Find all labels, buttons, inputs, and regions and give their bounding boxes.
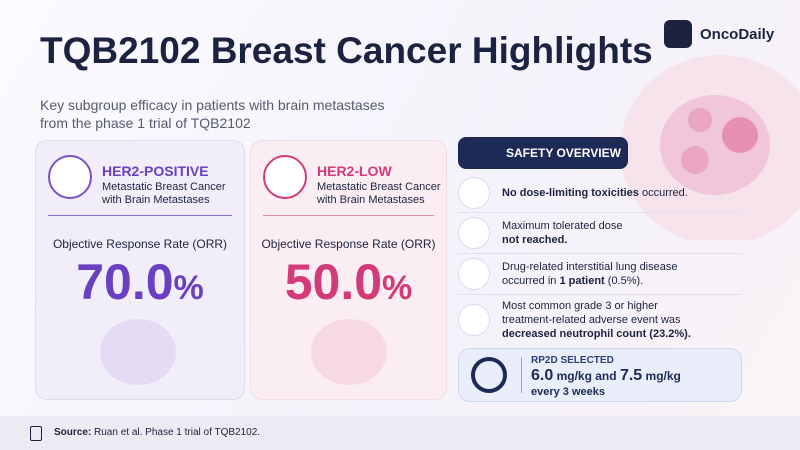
safety-item: Maximum tolerated dose not reached. [458, 215, 742, 251]
source: Source: Ruan et al. Phase 1 trial of TQB… [54, 427, 260, 438]
subtitle-line: Key subgroup efficacy in patients with b… [40, 97, 385, 113]
brand-name: OncoDaily [700, 26, 775, 43]
description-line: Metastatic Breast Cancer [317, 181, 441, 193]
shield-icon [458, 177, 490, 209]
footer: Source: Ruan et al. Phase 1 trial of TQB… [0, 416, 800, 450]
safety-item: Drug-related interstitial lung disease oc… [458, 256, 742, 292]
value: 50.0 [284, 254, 383, 310]
item-line: Most common grade 3 or higher [502, 300, 658, 312]
description-line: with Brain Metastases [102, 194, 210, 206]
divider [521, 357, 522, 393]
antibody-icon [48, 155, 92, 199]
item-line: decreased neutrophil count (23.2%). [502, 328, 691, 340]
separator [458, 294, 742, 295]
separator [458, 212, 742, 213]
cell-icon [458, 304, 490, 336]
text: occurred. [638, 187, 688, 199]
rp2d-schedule: every 3 weeks [531, 386, 606, 398]
safety-item: No dose-limiting toxicities occurred. [458, 176, 742, 210]
brain-icon [311, 319, 387, 385]
text-bold: No dose-limiting toxicities [502, 187, 639, 199]
subtitle: Key subgroup efficacy in patients with b… [40, 96, 384, 132]
dose-value: 7.5 [619, 367, 643, 384]
item-line: Maximum tolerated dose [502, 220, 623, 232]
card-her2-low: HER2-LOW Metastatic Breast Cancer with Br… [250, 140, 447, 400]
unit: % [173, 269, 204, 307]
title: TQB2102 Breast Cancer Highlights [40, 30, 653, 71]
lung-icon [458, 258, 490, 290]
text: occurred in [502, 275, 560, 287]
separator [458, 253, 742, 254]
divider [263, 215, 434, 216]
item-line: Drug-related interstitial lung disease [502, 261, 678, 273]
chart-icon [458, 217, 490, 249]
item-line: treatment-related adverse event was [502, 314, 681, 326]
description-line: with Brain Metastases [317, 194, 425, 206]
text: mg/kg and [553, 369, 620, 383]
text: (0.5%). [604, 275, 644, 287]
metric-value: 50.0% [251, 253, 446, 311]
rp2d-title: RP2D SELECTED [531, 355, 614, 366]
safety-header: SAFETY OVERVIEW [458, 137, 628, 169]
brand-logo [664, 20, 692, 48]
metric-value: 70.0% [36, 253, 244, 311]
breast-illustration [620, 55, 800, 240]
metric-label: Objective Response Rate (ORR) [52, 237, 228, 251]
brain-icon [100, 319, 176, 385]
safety-item: Most common grade 3 or higher treatment-r… [458, 297, 742, 343]
card-label: HER2-LOW [317, 163, 392, 179]
value: 70.0 [76, 254, 174, 310]
card-description: Metastatic Breast Cancer with Brain Metas… [317, 181, 441, 207]
document-icon [30, 426, 42, 441]
divider [48, 215, 232, 216]
text: mg/kg [642, 369, 681, 383]
item-line: No dose-limiting toxicities occurred. [502, 186, 688, 200]
card-description: Metastatic Breast Cancer with Brain Metas… [102, 181, 226, 207]
item-line: occurred in 1 patient (0.5%). [502, 274, 677, 288]
metric-label: Objective Response Rate (ORR) [261, 237, 436, 251]
card-her2-positive: HER2-POSITIVE Metastatic Breast Cancer wi… [35, 140, 245, 400]
text-bold: 1 patient [559, 275, 605, 287]
unit: % [382, 269, 413, 307]
rp2d-dose: 6.0 mg/kg and 7.5 mg/kg [531, 367, 681, 385]
source-label: Source: [54, 427, 92, 438]
antibody-icon [263, 155, 307, 199]
target-icon [471, 357, 507, 393]
dose-value: 6.0 [531, 367, 554, 384]
description-line: Metastatic Breast Cancer [102, 181, 226, 193]
item-line: not reached. [502, 234, 568, 246]
source-text: Ruan et al. Phase 1 trial of TQB2102. [91, 427, 261, 438]
subtitle-line: from the phase 1 trial of TQB2102 [40, 115, 251, 131]
rp2d-box: RP2D SELECTED 6.0 mg/kg and 7.5 mg/kg ev… [458, 348, 742, 402]
card-label: HER2-POSITIVE [102, 163, 209, 179]
